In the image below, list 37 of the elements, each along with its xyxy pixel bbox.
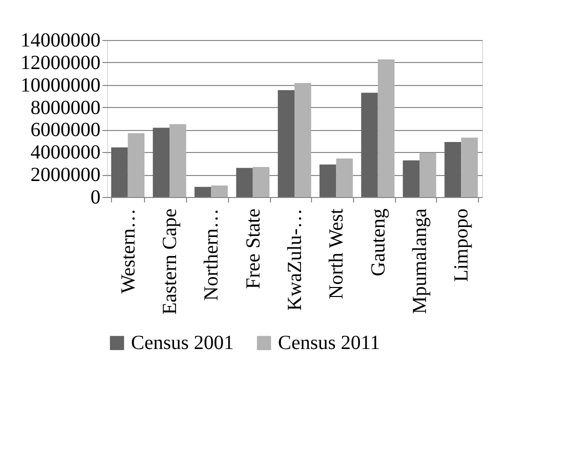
bar	[336, 158, 353, 197]
legend-label: Census 2001	[131, 332, 234, 354]
bar	[444, 142, 462, 197]
x-tick-label: Free State	[242, 208, 264, 290]
bar	[461, 138, 478, 197]
bar	[252, 167, 270, 197]
bar	[361, 92, 378, 197]
y-tick-label: 10000000	[20, 74, 100, 96]
bar	[128, 133, 144, 197]
bar	[402, 160, 420, 197]
x-tick-label: Limpopo	[450, 208, 473, 282]
y-tick-label: 4000000	[30, 142, 100, 164]
y-tick-label: 8000000	[30, 96, 100, 119]
x-tick-label: North West	[326, 208, 348, 300]
x-tick-label: KwaZulu-…	[284, 208, 306, 311]
y-tick-label: 2000000	[30, 164, 100, 186]
x-tick-label: Mpumalanga	[409, 208, 431, 314]
bar	[111, 147, 128, 197]
y-tick-label: 14000000	[20, 30, 100, 52]
x-tick-label: Eastern Cape	[159, 208, 181, 315]
bar	[320, 164, 336, 197]
y-tick-label: 0	[90, 186, 100, 208]
bar	[378, 59, 394, 197]
y-tick-label: 6000000	[30, 119, 100, 142]
x-tick-label: Northern…	[200, 208, 223, 301]
bar	[194, 186, 212, 197]
x-tick-label: Western…	[117, 208, 140, 294]
x-tick-label: Gauteng	[367, 208, 390, 276]
bar	[152, 128, 170, 197]
bar	[236, 168, 253, 197]
bar	[420, 152, 436, 197]
bar	[278, 90, 294, 197]
legend-label: Census 2011	[278, 332, 380, 354]
y-tick-label: 12000000	[20, 52, 100, 74]
bar	[294, 82, 312, 197]
bar	[211, 185, 228, 197]
bar	[170, 124, 186, 197]
